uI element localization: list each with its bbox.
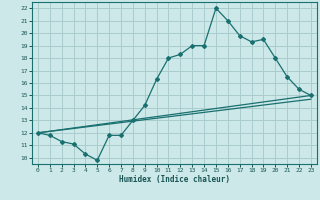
X-axis label: Humidex (Indice chaleur): Humidex (Indice chaleur) <box>119 175 230 184</box>
